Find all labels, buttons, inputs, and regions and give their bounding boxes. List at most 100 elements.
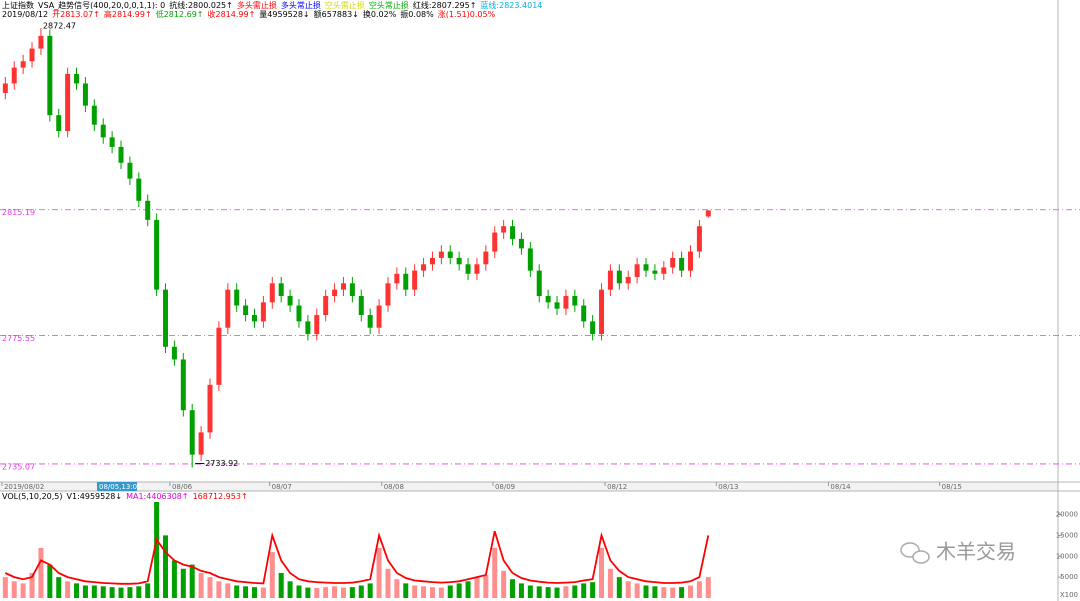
candle-body [394,273,400,284]
volume-bar [447,585,453,598]
header-item: 2019/08/12 [2,10,48,19]
header-line: VOL(5,10,20,5) V1:4959528↓ MA1:4406308↑ 168… [2,492,248,501]
volume-bar [323,587,329,598]
candle-body [518,238,524,249]
volume-bar [634,583,640,598]
volume-bar [171,560,177,598]
candle-body [465,264,471,274]
volume-bar [403,583,409,598]
header-item: 涨(1.51)0.05% [438,9,496,19]
volume-bar [536,586,542,598]
header-item: 开2813.07↑ [52,10,100,19]
level-label: 2775.55 [2,334,35,343]
candle-body [323,296,329,316]
candle-body [251,315,257,322]
volume-bar [563,586,569,598]
y-tick-label: 10000 [1056,552,1078,560]
x-axis-strip [0,482,1058,491]
volume-bar [661,587,667,598]
header-item: 高2814.99↑ [104,9,152,19]
volume-bar [412,585,418,598]
volume-bar [198,572,204,598]
candle-body [679,257,685,271]
candle-body [29,48,35,62]
candle-body [670,257,676,268]
volume-bar [74,583,80,598]
header-item: V1:4959528↓ [67,492,123,501]
x-tick-label: 08/09 [495,483,515,491]
volume-bar [438,587,444,598]
candle-body [91,105,97,125]
candle-body [136,178,142,201]
header-item: 换0.02% [363,9,397,19]
candle-body [652,270,658,274]
candle-body [412,270,418,290]
y-tick-label: 20000 [1056,511,1078,519]
candle-body [82,83,88,106]
header-item: 上证指数 [2,0,34,10]
volume-bar [109,587,115,598]
volume-bar [145,583,151,598]
candle-body [474,264,480,274]
header-item: 空头常止损 [369,0,409,10]
candle-body [545,296,551,303]
candle-body [2,83,8,93]
candle-body [403,273,409,290]
candle-body [429,257,435,265]
x-tick-label: 08/06 [172,483,193,491]
candle-body [56,115,62,132]
volume-bar [510,579,516,598]
candle-body [47,35,53,116]
volume-bar [465,581,471,598]
candle-body [492,232,498,252]
volume-bar [518,583,524,598]
candle-body [705,210,711,217]
candle-body [501,226,507,233]
candle-body [340,283,346,290]
wechat-icon [900,542,930,564]
candle-body [163,289,169,347]
header-item: 红线:2807.295↑ [413,0,477,10]
volume-bar [670,587,676,598]
candle-body [305,321,311,335]
candle-body [438,251,444,258]
volume-bar [590,582,596,598]
candle-body [180,359,186,411]
candle-body [65,73,71,132]
volume-bar [492,547,498,598]
candle-body [536,270,542,296]
y-tick-label: 15000 [1056,531,1078,539]
candle-body [447,251,453,258]
header-item: MA1:4406308↑ [126,492,189,501]
volume-bar [234,585,240,598]
header-item: VOL(5,10,20,5) [2,492,63,501]
volume-bar [100,586,106,598]
volume-bar [625,581,631,598]
header-item: VSA_趋势信号(400,20,0,0,1,1): 0 [38,0,165,10]
volume-bar [688,585,694,598]
volume-bar [127,587,133,598]
volume-bar [358,585,364,598]
volume-bar [11,581,17,598]
header-item: 空头需止损 [325,0,365,10]
candle-body [109,137,115,147]
header-item: 额657883↓ [314,9,359,19]
candle-body [367,315,373,328]
volume-bar [216,581,222,598]
candle-body [696,226,702,252]
x-tick-label: 08/14 [830,483,851,491]
candle-body [38,35,44,49]
volume-bar [554,587,560,598]
low-label: 2733.92 [205,459,238,468]
volume-bar [679,587,685,598]
header-line: 上证指数 VSA_趋势信号(400,20,0,0,1,1): 0 抗线:2800.0… [2,0,542,10]
header-item: 量4959528↓ [259,10,309,19]
volume-ma-line [4,530,710,585]
watermark: 木羊交易 [936,540,1016,564]
volume-bar [483,575,489,598]
volume-bar [314,587,320,598]
volume-bar [207,577,213,598]
candle-body [332,289,338,296]
candle-body [100,124,106,138]
volume-bar [56,577,62,598]
